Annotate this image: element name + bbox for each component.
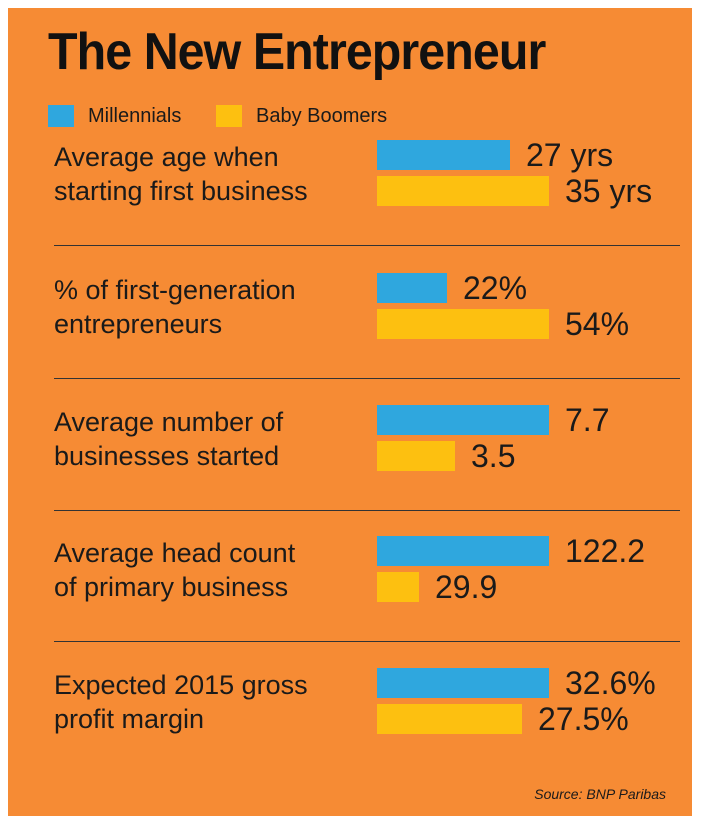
row-divider (54, 641, 680, 642)
bar-millennials (377, 273, 447, 303)
chart-title: The New Entrepreneur (48, 23, 546, 81)
data-label: 29.9 (435, 569, 498, 605)
row-divider (54, 378, 680, 379)
data-label: 54% (565, 306, 630, 342)
data-label: 27.5% (538, 701, 629, 737)
category-label-line: % of first-generation (54, 275, 296, 305)
category-label: Average number of businesses started (54, 405, 354, 473)
category-label-line: businesses started (54, 441, 280, 471)
row-divider (54, 245, 680, 246)
legend-label-baby-boomers: Baby Boomers (256, 104, 388, 127)
legend-label-millennials: Millennials (88, 104, 182, 127)
bar-millennials (377, 405, 549, 435)
category-label-line: starting first business (54, 176, 308, 206)
data-label: 122.2 (565, 533, 646, 569)
bar-baby-boomers (377, 309, 549, 339)
row-divider (54, 510, 680, 511)
data-label: 22% (463, 270, 528, 306)
legend-item-baby-boomers: Baby Boomers (216, 104, 387, 128)
bar-baby-boomers (377, 704, 522, 734)
bar-millennials (377, 140, 510, 170)
bar-baby-boomers (377, 572, 419, 602)
bar-baby-boomers (377, 176, 549, 206)
bar-baby-boomers (377, 441, 455, 471)
data-label: 3.5 (471, 438, 516, 474)
category-label-line: of primary business (54, 572, 289, 602)
bar-millennials (377, 536, 549, 566)
category-label: Expected 2015 gross profit margin (54, 668, 354, 736)
data-label: 35 yrs (565, 173, 653, 209)
data-label: 27 yrs (526, 137, 614, 173)
category-label-line: entrepreneurs (54, 309, 223, 339)
category-label-line: Average number of (54, 407, 284, 437)
category-label-line: Average head count (54, 538, 296, 568)
legend-swatch-millennials (48, 105, 74, 127)
category-label-line: Expected 2015 gross (54, 670, 308, 700)
source-note: Source: BNP Paribas (534, 786, 666, 802)
legend-item-millennials: Millennials (48, 104, 181, 128)
category-label-line: profit margin (54, 704, 205, 734)
legend-swatch-baby-boomers (216, 105, 242, 127)
category-label: Average age when starting first business (54, 140, 354, 208)
category-label-line: Average age when (54, 142, 279, 172)
data-label: 7.7 (565, 402, 610, 438)
category-label: Average head count of primary business (54, 536, 354, 604)
bar-millennials (377, 668, 549, 698)
data-label: 32.6% (565, 665, 656, 701)
category-label: % of first-generation entrepreneurs (54, 273, 354, 341)
infographic-panel: The New Entrepreneur Millennials Baby Bo… (8, 8, 692, 816)
